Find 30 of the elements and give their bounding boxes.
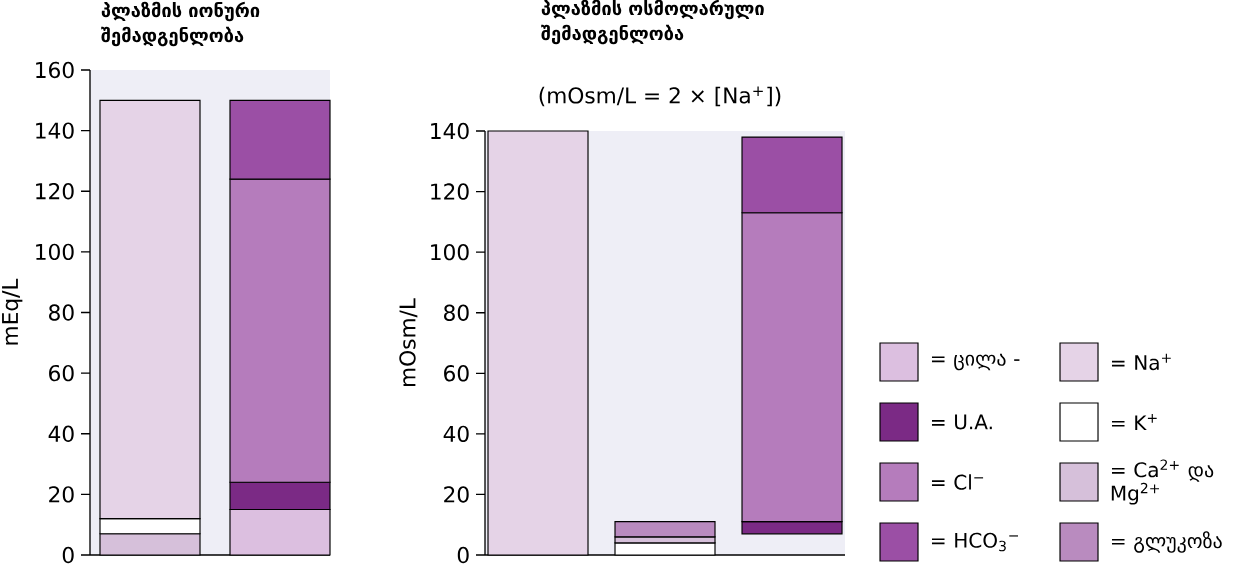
y-tick-label: 140 [36, 122, 74, 139]
legend-label: = K$^{+}$ [1111, 414, 1157, 431]
y-tick-label: 120 [431, 183, 469, 200]
y-tick-label: 40 [48, 425, 74, 442]
y-axis-title: mOsm/L [399, 298, 418, 386]
y-tick-label: 120 [36, 183, 74, 200]
chart-title: პლაზმის ოსმოლარული შემადგენლობა [541, 0, 764, 45]
y-tick-label: 80 [444, 304, 469, 321]
y-tick-label: 140 [431, 122, 469, 140]
y-tick-label: 80 [49, 304, 74, 321]
y-tick-label: 60 [444, 365, 469, 382]
text: = Ca$^{2+}$ და Mg$^{2+}$ [1111, 459, 1214, 505]
y-tick-label: 160 [36, 61, 74, 79]
chart-title: პლაზმის იონური შემადგენლობა [101, 1, 260, 47]
y-tick-label: 20 [49, 486, 74, 503]
y-tick-label: 20 [444, 486, 469, 503]
legend-label: = U.A. [931, 414, 992, 430]
y-tick-label: 0 [457, 546, 469, 564]
y-tick-label: 0 [62, 546, 74, 564]
legend-label: = ცილა - [931, 353, 1020, 371]
y-tick-label: 60 [49, 364, 74, 382]
chart-subtitle: (mOsm/L = 2 × [Na$^{+}$]) [539, 86, 781, 107]
legend-label: = გლუკოზა [1111, 531, 1222, 553]
y-tick-label: 100 [431, 243, 469, 261]
legend-label: = Na$^{+}$ [1111, 353, 1171, 371]
legend-label: = HCO$_{3}$− [931, 532, 1019, 552]
y-axis-title: mEq/L [2, 278, 23, 345]
legend-label: = Cl$^{−}$ [931, 474, 984, 490]
y-tick-label: 40 [443, 425, 469, 443]
y-tick-label: 100 [36, 243, 74, 261]
